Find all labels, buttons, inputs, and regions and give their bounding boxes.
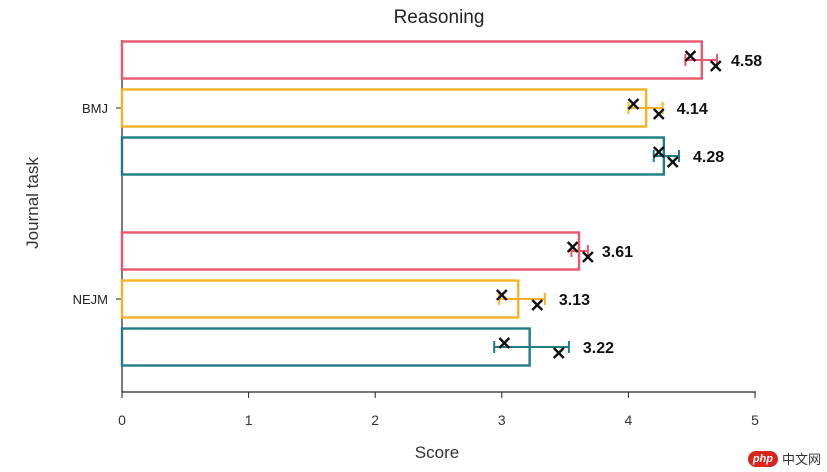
marker-stroke — [498, 337, 511, 349]
score-marker — [531, 299, 544, 311]
marker-stroke — [531, 299, 544, 311]
bar-nejm-2 — [120, 327, 531, 367]
score-marker — [666, 156, 679, 168]
x-tick-label-4: 4 — [625, 412, 633, 428]
bar-bmj-2 — [120, 136, 666, 176]
score-marker — [684, 50, 697, 62]
category-label-nejm: NEJM — [73, 292, 108, 307]
marker-stroke — [684, 50, 697, 62]
x-axis-title: Score — [415, 443, 459, 462]
bar-nejm-0 — [120, 231, 581, 271]
watermark-badge: php — [747, 450, 778, 467]
bar-bmj-0 — [120, 40, 704, 80]
value-label-nejm-0: 3.61 — [602, 244, 633, 261]
x-tick-label-3: 3 — [498, 412, 506, 428]
marker-stroke — [627, 98, 640, 110]
score-marker — [566, 241, 579, 253]
bar-bmj-1 — [120, 88, 648, 128]
x-tick-label-0: 0 — [118, 412, 126, 428]
watermark-text: 中文网 — [781, 453, 821, 468]
x-tick-label-1: 1 — [245, 412, 253, 428]
category-label-bmj: BMJ — [82, 101, 108, 116]
x-tick-label-5: 5 — [751, 412, 759, 428]
score-marker — [709, 60, 722, 72]
y-axis-title: Journal task — [23, 157, 42, 249]
score-marker — [652, 108, 665, 120]
score-marker — [552, 347, 565, 359]
score-marker — [582, 251, 594, 263]
value-label-bmj-1: 4.14 — [677, 101, 708, 118]
marker-stroke — [582, 251, 594, 263]
marker-stroke — [552, 347, 565, 359]
score-marker — [627, 98, 640, 110]
value-label-nejm-2: 3.22 — [583, 340, 614, 357]
marker-stroke — [495, 289, 508, 301]
score-marker — [652, 146, 665, 158]
value-label-bmj-2: 4.28 — [693, 149, 724, 166]
bar-nejm-1 — [120, 279, 520, 319]
marker-stroke — [709, 60, 722, 72]
watermark: php 中文网 — [747, 449, 821, 468]
x-tick-label-2: 2 — [371, 412, 379, 428]
score-marker — [495, 289, 508, 301]
chart-title: Reasoning — [394, 7, 485, 28]
marker-stroke — [666, 156, 679, 168]
score-marker — [498, 337, 511, 349]
marker-stroke — [566, 241, 579, 253]
value-label-nejm-1: 3.13 — [559, 292, 590, 309]
plot-area: 0 1 2 3 4 5 BMJ 4.58 4.14 4.28 NEJM 3.61 3.13 3.22 — [73, 40, 762, 428]
marker-stroke — [652, 108, 665, 120]
value-label-bmj-0: 4.58 — [731, 53, 762, 70]
marker-stroke — [652, 146, 665, 158]
